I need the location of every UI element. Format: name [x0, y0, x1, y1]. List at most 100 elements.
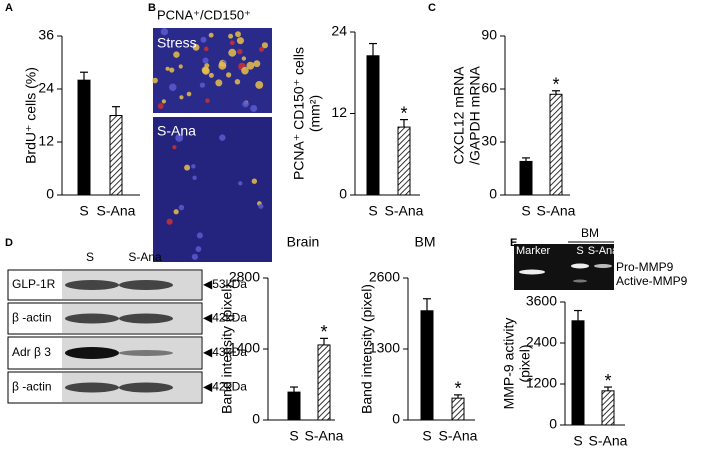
gel-band — [519, 269, 545, 275]
cell — [238, 181, 243, 186]
cell — [157, 103, 164, 109]
gel-lane: S-Ana — [588, 245, 619, 257]
bar — [601, 390, 615, 426]
significance-star: * — [400, 103, 407, 123]
cell — [195, 246, 202, 252]
micrograph-title: PCNA⁺/CD150⁺ — [157, 7, 251, 22]
y-tick-label: 3600 — [526, 293, 557, 309]
cell — [200, 36, 207, 43]
cell — [192, 44, 200, 51]
cell — [261, 42, 269, 49]
significance-star: * — [320, 322, 327, 342]
x-tick-label: S — [573, 433, 582, 449]
cell — [202, 57, 209, 64]
cell — [250, 104, 258, 112]
cell — [228, 48, 237, 57]
cell — [208, 72, 214, 78]
cell — [258, 203, 264, 209]
cell — [228, 33, 234, 39]
blot-band — [119, 313, 173, 324]
size-label: ◀42kDa — [203, 380, 247, 394]
cell — [192, 175, 197, 180]
western-blot: GLP-1R ◀53kDa β -actin ◀42kDa Adr β 3 ◀43kDa β… — [7, 269, 247, 404]
cell — [172, 145, 177, 150]
cell — [173, 209, 179, 215]
y-tick-label: 36 — [38, 27, 54, 43]
y-tick-label: 2800 — [229, 269, 260, 285]
y-axis-label: (pixel) — [517, 344, 533, 382]
gel-lane: S — [576, 245, 583, 257]
y-tick-label: 1400 — [229, 340, 260, 356]
gel-lane: Marker — [516, 245, 551, 257]
blot-band — [119, 280, 173, 290]
gel-band — [594, 264, 612, 268]
x-tick-label: S — [422, 428, 431, 444]
cell — [178, 204, 185, 211]
cell — [201, 66, 210, 74]
y-tick-label: 24 — [38, 80, 54, 96]
x-tick-label: S-Ana — [589, 433, 628, 449]
cell — [166, 218, 173, 225]
cell — [175, 133, 184, 142]
cell — [191, 164, 196, 169]
y-tick-label: 0 — [339, 186, 347, 202]
y-tick-label: 12 — [331, 104, 347, 120]
bar — [317, 344, 331, 421]
cell — [241, 66, 249, 75]
micrograph-label: S-Ana — [157, 123, 196, 139]
bar — [549, 93, 563, 196]
y-tick-label: 30 — [481, 133, 497, 149]
y-axis-label: Band intensity (pixel) — [359, 284, 375, 414]
x-tick-label: S-Ana — [439, 428, 478, 444]
y-tick-label: 60 — [481, 80, 497, 96]
cell — [161, 99, 167, 104]
cell — [236, 37, 244, 45]
y-tick-label: 0 — [549, 416, 557, 432]
y-tick-label: 0 — [252, 411, 260, 427]
bar — [366, 55, 380, 196]
cell — [191, 253, 198, 260]
y-tick-label: 2600 — [369, 269, 400, 285]
x-tick-label: S — [79, 203, 88, 219]
cell — [184, 164, 191, 171]
cell — [196, 232, 203, 239]
y-tick-label: 0 — [46, 186, 54, 202]
bar — [451, 397, 465, 421]
gel-band — [573, 279, 587, 283]
significance-star: * — [454, 379, 461, 399]
cell — [215, 79, 223, 87]
x-tick-label: S — [289, 428, 298, 444]
blot-condition: S-Ana — [128, 250, 162, 264]
blot-band — [65, 313, 119, 324]
y-tick-label: 0 — [392, 411, 400, 427]
x-tick-label: S-Ana — [385, 203, 424, 219]
bar — [109, 115, 123, 196]
cell — [178, 64, 183, 69]
cell — [251, 178, 258, 184]
protein-label: β -actin — [12, 380, 52, 394]
blot-band — [119, 350, 173, 356]
cell — [259, 46, 264, 52]
panel-letter: E — [510, 237, 517, 249]
gel-group: BM — [581, 226, 599, 240]
significance-star: * — [604, 371, 611, 391]
cell — [235, 31, 241, 38]
blot-band — [119, 382, 173, 393]
panel-letter: B — [148, 2, 156, 14]
y-tick-label: 90 — [481, 27, 497, 43]
cell — [255, 80, 264, 89]
bar — [571, 320, 585, 426]
chart-title: Brain — [287, 234, 320, 250]
y-tick-label: 12 — [38, 133, 54, 149]
cell — [246, 61, 255, 70]
bar — [287, 391, 301, 421]
cell — [241, 56, 247, 61]
y-axis-label: /GAPDH mRNA — [467, 65, 483, 164]
y-tick-label: 24 — [331, 23, 347, 39]
cell — [218, 61, 227, 70]
protein-label: Adr β 3 — [12, 345, 51, 359]
cell — [205, 98, 210, 103]
bar — [397, 126, 411, 196]
chart-title: BM — [415, 234, 436, 250]
